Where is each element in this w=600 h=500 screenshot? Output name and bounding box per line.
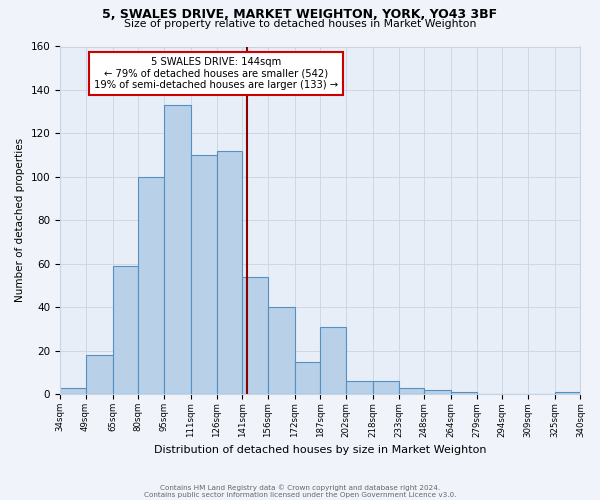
Bar — [113, 266, 138, 394]
Bar — [346, 381, 373, 394]
Bar — [373, 381, 398, 394]
Bar — [217, 151, 242, 394]
Bar — [60, 388, 86, 394]
Bar — [268, 307, 295, 394]
X-axis label: Distribution of detached houses by size in Market Weighton: Distribution of detached houses by size … — [154, 445, 487, 455]
Bar — [86, 355, 113, 394]
Y-axis label: Number of detached properties: Number of detached properties — [15, 138, 25, 302]
Bar — [555, 392, 580, 394]
Bar — [424, 390, 451, 394]
Bar — [320, 327, 346, 394]
Bar — [398, 388, 424, 394]
Bar — [242, 277, 268, 394]
Text: 5, SWALES DRIVE, MARKET WEIGHTON, YORK, YO43 3BF: 5, SWALES DRIVE, MARKET WEIGHTON, YORK, … — [103, 8, 497, 20]
Bar — [138, 177, 164, 394]
Bar — [164, 105, 191, 394]
Bar — [451, 392, 477, 394]
Text: Size of property relative to detached houses in Market Weighton: Size of property relative to detached ho… — [124, 19, 476, 29]
Text: Contains public sector information licensed under the Open Government Licence v3: Contains public sector information licen… — [144, 492, 456, 498]
Text: 5 SWALES DRIVE: 144sqm
← 79% of detached houses are smaller (542)
19% of semi-de: 5 SWALES DRIVE: 144sqm ← 79% of detached… — [94, 57, 338, 90]
Bar — [191, 155, 217, 394]
Bar — [295, 362, 320, 394]
Text: Contains HM Land Registry data © Crown copyright and database right 2024.: Contains HM Land Registry data © Crown c… — [160, 484, 440, 491]
